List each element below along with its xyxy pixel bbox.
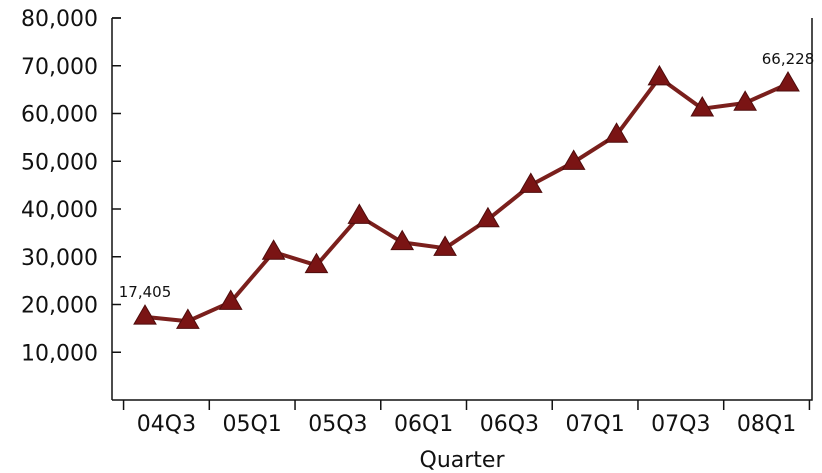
x-axis-ticks: 04Q3 05Q1 05Q3 06Q1 06Q3 07Q1 07Q3 08Q1 [122,400,811,437]
data-point-marker [347,203,372,224]
data-point-marker [647,64,672,86]
x-tick-label: 06Q3 [480,412,539,437]
x-tick-label: 07Q1 [565,412,624,437]
data-point-marker [733,90,758,111]
y-tick-label: 60,000 [21,103,98,128]
y-tick-label: 20,000 [21,294,98,319]
series-group [133,64,800,329]
plot-frame [111,17,813,401]
data-point-marker [476,206,500,228]
data-point-marker [218,289,243,310]
y-tick-label: 80,000 [21,7,98,32]
series-line [144,75,789,324]
x-tick-label: 05Q1 [223,412,282,437]
y-tick-label: 40,000 [21,198,98,223]
x-axis-title: Quarter [420,448,506,473]
data-point-marker [390,229,415,251]
x-tick-label: 07Q3 [651,412,710,437]
data-label: 17,405 [119,283,172,301]
data-point-marker [690,95,715,117]
data-point-marker [433,235,457,256]
axes [111,17,813,401]
data-point-marker [175,308,200,329]
y-tick-label: 50,000 [21,150,98,175]
data-labels: 17,405 66,228 [119,50,815,301]
y-tick-label: 30,000 [21,246,98,271]
x-tick-label: 06Q1 [394,412,453,437]
data-point-marker [604,122,629,143]
data-point-marker [518,172,543,193]
data-point-marker [133,304,157,325]
data-point-marker [304,252,329,274]
y-tick-label: 70,000 [21,55,98,80]
data-point-marker [776,70,800,92]
data-point-marker [261,239,286,260]
y-axis-ticks: 10,000 20,000 30,000 40,000 50,000 60,000 70,0… [21,7,121,366]
x-tick-label: 05Q3 [308,412,367,437]
y-tick-label: 10,000 [21,341,98,366]
x-tick-label: 04Q3 [137,412,196,437]
data-label: 66,228 [762,50,815,68]
data-point-marker [561,149,586,170]
x-tick-label: 08Q1 [737,412,796,437]
